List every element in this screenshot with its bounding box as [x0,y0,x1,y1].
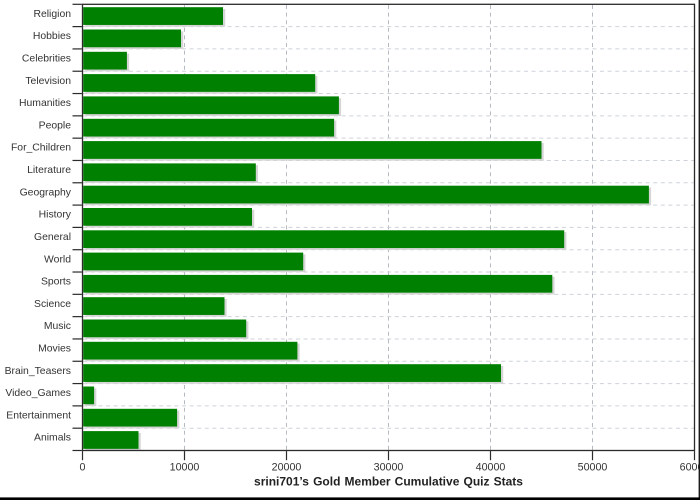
svg-text:Music: Music [44,321,71,332]
svg-text:srini701’s Gold Member Cumulat: srini701’s Gold Member Cumulative Quiz S… [254,475,523,489]
svg-text:Sports: Sports [41,277,71,288]
svg-text:40000: 40000 [476,461,506,473]
svg-text:Video_Games: Video_Games [5,388,71,399]
svg-text:Animals: Animals [34,433,71,444]
svg-text:0: 0 [80,461,86,473]
svg-text:World: World [44,254,71,265]
svg-text:50000: 50000 [578,461,608,473]
svg-text:History: History [39,210,72,221]
svg-text:Brain_Teasers: Brain_Teasers [5,366,71,377]
svg-text:People: People [39,120,72,131]
svg-text:Television: Television [25,76,71,87]
svg-text:30000: 30000 [374,461,404,473]
svg-text:Movies: Movies [38,344,71,355]
svg-text:60000: 60000 [680,461,700,473]
svg-text:Literature: Literature [27,165,71,176]
svg-text:Hobbies: Hobbies [33,31,71,42]
svg-text:Geography: Geography [20,187,72,198]
svg-text:Science: Science [34,299,71,310]
svg-text:General: General [34,232,71,243]
svg-text:Celebrities: Celebrities [22,53,71,64]
svg-text:10000: 10000 [170,461,200,473]
svg-text:Humanities: Humanities [19,98,71,109]
svg-text:For_Children: For_Children [11,143,71,154]
svg-text:Entertainment: Entertainment [6,410,71,421]
svg-text:20000: 20000 [272,461,302,473]
svg-text:Religion: Religion [33,9,71,20]
